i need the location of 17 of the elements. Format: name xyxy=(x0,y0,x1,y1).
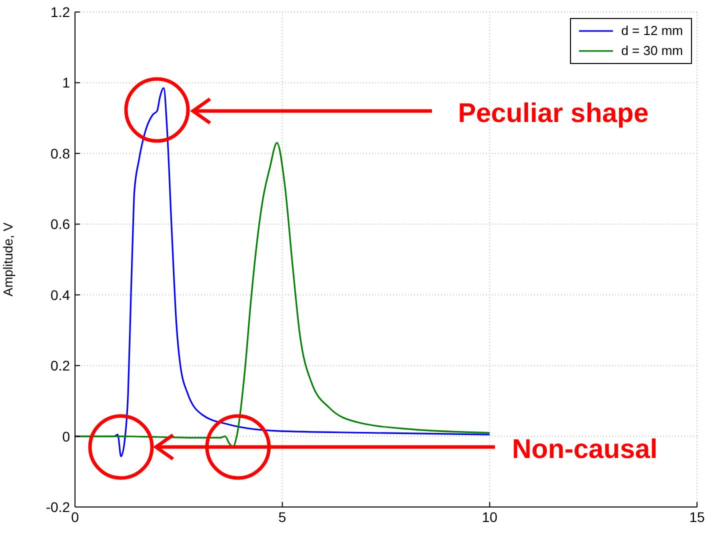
y-tick-label: 0.6 xyxy=(50,216,70,232)
legend-label: d = 12 mm xyxy=(621,22,683,40)
annotation: Peculiar shape xyxy=(458,98,649,128)
y-axis-title: Amplitude, V xyxy=(0,222,16,296)
legend-label: d = 30 mm xyxy=(621,42,683,60)
y-tick-label: -0.2 xyxy=(46,498,70,515)
y-tick-label: 1 xyxy=(62,74,70,91)
y-tick-label: 0.8 xyxy=(50,145,70,162)
y-tick-label: 1.2 xyxy=(50,4,70,20)
x-tick-label: 15 xyxy=(689,508,705,525)
line-series xyxy=(75,142,490,448)
y-tick-label: 0.2 xyxy=(50,358,70,374)
y-tick-label: 0 xyxy=(62,428,70,444)
x-tick-label: 10 xyxy=(482,508,498,525)
y-tick-label: 0.4 xyxy=(50,286,70,303)
x-tick-label: 5 xyxy=(278,508,286,525)
annotation: Non-causal xyxy=(512,434,658,464)
